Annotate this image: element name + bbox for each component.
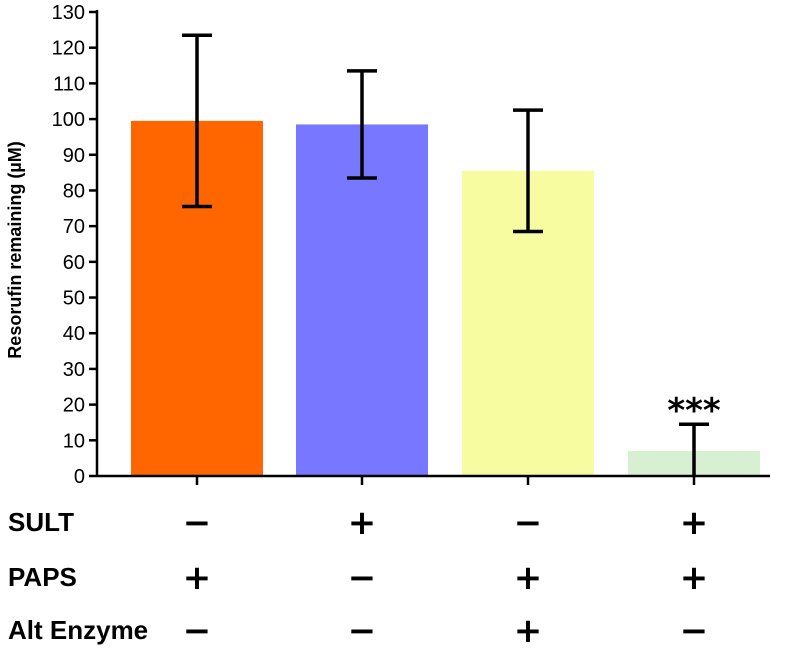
y-tick-label: 0 xyxy=(74,466,85,488)
minus-sign: − xyxy=(514,503,543,543)
minus-sign: − xyxy=(183,611,212,651)
x-axis-ticks xyxy=(195,476,696,485)
annotations: *** xyxy=(667,391,721,431)
plus-sign: + xyxy=(680,503,709,543)
y-tick-label: 20 xyxy=(63,395,85,417)
y-tick-label: 110 xyxy=(53,73,85,95)
axes xyxy=(95,10,770,478)
y-tick-label: 90 xyxy=(63,145,85,167)
bar xyxy=(296,124,428,476)
y-tick-label: 40 xyxy=(63,323,85,345)
plus-sign: + xyxy=(680,558,709,598)
y-tick-label: 50 xyxy=(63,288,85,310)
condition-table: SULT − + − + PAPS + − + + Alt Enzyme − − + − xyxy=(8,503,708,651)
condition-row-label: Alt Enzyme xyxy=(8,615,148,645)
y-tick-label: 30 xyxy=(63,359,85,381)
minus-sign: − xyxy=(348,611,377,651)
minus-sign: − xyxy=(183,503,212,543)
condition-row-label: SULT xyxy=(8,507,74,537)
y-tick-label: 10 xyxy=(63,430,85,452)
plus-sign: + xyxy=(514,611,543,651)
error-bars xyxy=(182,33,709,476)
y-tick-label: 130 xyxy=(52,2,85,24)
y-tick-label: 60 xyxy=(63,252,85,274)
bars xyxy=(131,120,760,477)
plus-sign: + xyxy=(183,558,212,598)
minus-sign: − xyxy=(348,558,377,598)
condition-row-label: PAPS xyxy=(8,562,77,592)
y-tick-label: 80 xyxy=(63,180,85,202)
plus-sign: + xyxy=(514,558,543,598)
significance-annotation: *** xyxy=(667,391,721,431)
minus-sign: − xyxy=(680,611,709,651)
y-tick-label: 100 xyxy=(52,109,85,131)
y-axis-ticks: 0 10 20 30 40 50 60 70 80 90 100 110 120 130 xyxy=(52,2,97,488)
y-tick-label: 120 xyxy=(52,38,85,60)
y-tick-label: 70 xyxy=(63,216,85,238)
plus-sign: + xyxy=(348,503,377,543)
y-axis-label: Resorufin remaining (µM) xyxy=(5,141,25,358)
